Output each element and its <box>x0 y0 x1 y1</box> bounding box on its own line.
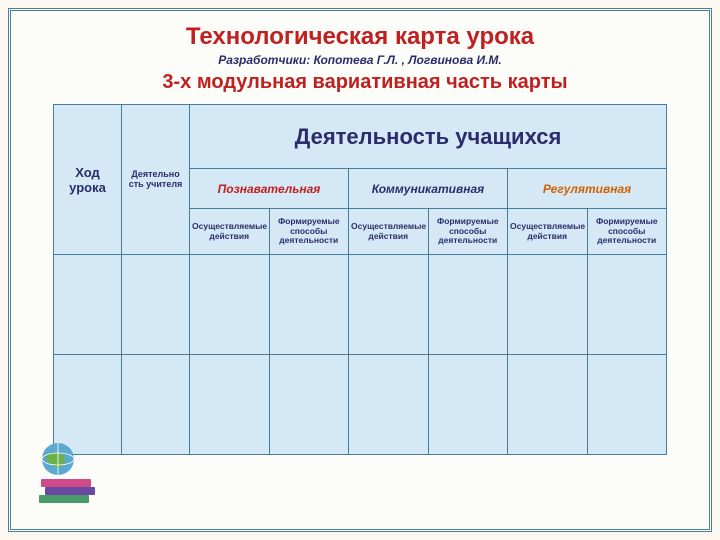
col-student-activity: Деятельность учащихся <box>190 105 667 169</box>
cell <box>349 355 429 455</box>
cell <box>54 255 122 355</box>
cog-methods: Формируемые способы деятельности <box>269 209 349 255</box>
header-row-1: Ход урока Деятельно сть учителя Деятельн… <box>54 105 667 169</box>
cell <box>190 355 270 455</box>
slide-authors: Разработчики: Копотева Г.Л. , Логвинова … <box>53 53 667 67</box>
col-lesson-flow: Ход урока <box>54 105 122 255</box>
cell <box>122 255 190 355</box>
cell <box>269 355 349 455</box>
com-actions: Осуществляемые действия <box>349 209 429 255</box>
cell <box>269 255 349 355</box>
com-methods: Формируемые способы деятельности <box>428 209 508 255</box>
slide-title: Технологическая карта урока <box>53 23 667 51</box>
cell <box>508 355 588 455</box>
data-row-2 <box>54 355 667 455</box>
cell <box>349 255 429 355</box>
cog-actions: Осуществляемые действия <box>190 209 270 255</box>
reg-methods: Формируемые способы деятельности <box>587 209 667 255</box>
slide-frame: Технологическая карта урока Разработчики… <box>8 8 712 532</box>
cell <box>587 355 667 455</box>
lesson-map-table: Ход урока Деятельно сть учителя Деятельн… <box>53 104 667 455</box>
subhead-communicative: Коммуникативная <box>349 169 508 209</box>
subhead-cognitive: Познавательная <box>190 169 349 209</box>
cell <box>587 255 667 355</box>
cell <box>122 355 190 455</box>
cell <box>428 255 508 355</box>
slide-section: 3-х модульная вариативная часть карты <box>53 71 667 94</box>
cell <box>428 355 508 455</box>
col-teacher-activity: Деятельно сть учителя <box>122 105 190 255</box>
subhead-regulative: Регулятивная <box>508 169 667 209</box>
globe-books-icon <box>33 437 103 507</box>
cell <box>190 255 270 355</box>
data-row-1 <box>54 255 667 355</box>
reg-actions: Осуществляемые действия <box>508 209 588 255</box>
cell <box>508 255 588 355</box>
